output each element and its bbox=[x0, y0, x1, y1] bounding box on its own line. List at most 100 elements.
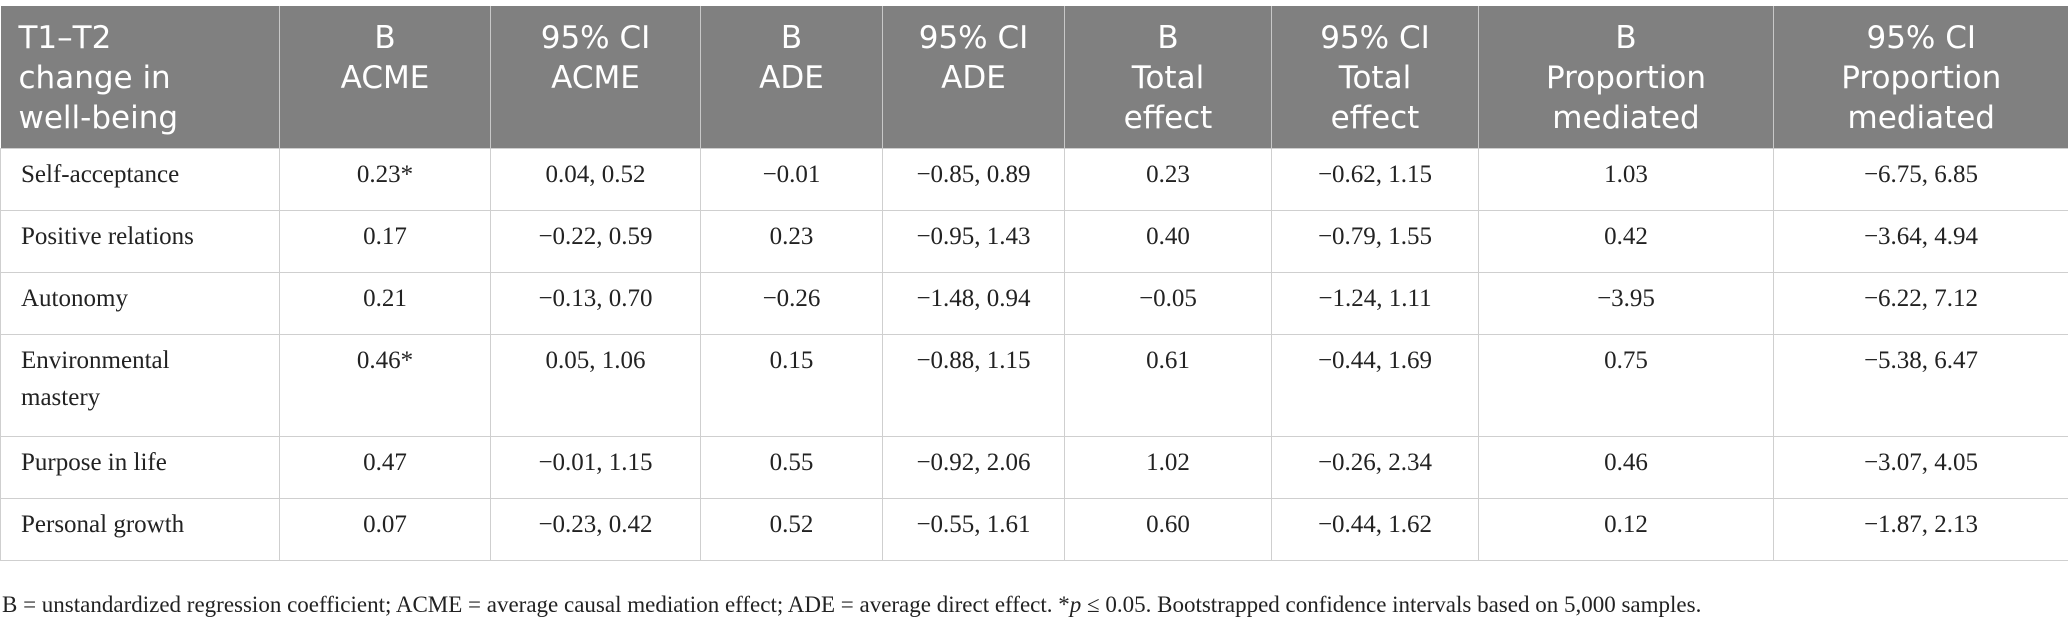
table-cell: 0.46 bbox=[1478, 436, 1774, 499]
table-cell: −6.22, 7.12 bbox=[1773, 272, 2068, 335]
row-label: Personal growth bbox=[21, 511, 185, 538]
table-row: Purpose in life 0.47 −0.01, 1.15 0.55 −0.92,… bbox=[0, 436, 2068, 499]
table-cell: −0.95, 1.43 bbox=[882, 210, 1065, 273]
table-cell: −0.22, 0.59 bbox=[490, 210, 701, 273]
column-header-6: 95% CI Total effect bbox=[1271, 6, 1479, 149]
cell-value: −1.87, 2.13 bbox=[1863, 511, 1979, 538]
table-cell: 0.07 bbox=[279, 498, 491, 561]
table-cell: 0.23 bbox=[1064, 148, 1272, 211]
table-cell: 0.17 bbox=[279, 210, 491, 273]
table-cell: −3.64, 4.94 bbox=[1773, 210, 2068, 273]
cell-value: 0.55 bbox=[769, 449, 814, 476]
cell-value: −5.38, 6.47 bbox=[1863, 347, 1979, 374]
cell-value: 0.23 bbox=[1146, 161, 1190, 188]
table-cell: −0.92, 2.06 bbox=[882, 436, 1065, 499]
cell-value: −0.88, 1.15 bbox=[916, 347, 1031, 374]
table-cell: 0.60 bbox=[1064, 498, 1272, 561]
column-header-line: effect bbox=[1123, 100, 1213, 136]
cell-value: −0.01 bbox=[762, 161, 821, 188]
column-header-line: effect bbox=[1330, 100, 1420, 136]
cell-value: −3.64, 4.94 bbox=[1863, 223, 1979, 250]
cell-value: 0.12 bbox=[1604, 511, 1648, 538]
table-cell: 0.04, 0.52 bbox=[490, 148, 701, 211]
table-cell: 0.52 bbox=[700, 498, 883, 561]
mediation-results-table: T1–T2 change in well-being B ACME 95% CI ACME B… bbox=[0, 6, 2068, 561]
cell-value: −0.22, 0.59 bbox=[538, 223, 653, 250]
row-label: Positive relations bbox=[21, 223, 194, 250]
cell-value: −0.55, 1.61 bbox=[916, 511, 1031, 538]
cell-value: 0.40 bbox=[1146, 223, 1190, 250]
table-cell: 0.15 bbox=[700, 334, 883, 437]
column-header-line: Total bbox=[1131, 60, 1205, 96]
cell-value: 0.05, 1.06 bbox=[545, 347, 646, 374]
cell-value: 1.02 bbox=[1146, 449, 1190, 476]
cell-value: −0.44, 1.69 bbox=[1317, 347, 1433, 374]
cell-value: 0.21 bbox=[363, 285, 407, 312]
cell-value: −3.07, 4.05 bbox=[1863, 449, 1979, 476]
column-header-8: 95% CI Proportion mediated bbox=[1773, 6, 2068, 149]
row-label-cell: Personal growth bbox=[0, 498, 280, 561]
column-header-line: T1–T2 bbox=[18, 20, 112, 56]
row-label: Self-acceptance bbox=[21, 161, 180, 188]
table-cell: −0.79, 1.55 bbox=[1271, 210, 1479, 273]
table-cell: −0.44, 1.69 bbox=[1271, 334, 1479, 437]
cell-value: −0.01, 1.15 bbox=[538, 449, 653, 476]
row-label-cell: Purpose in life bbox=[0, 436, 280, 499]
column-header-line: B bbox=[1615, 20, 1637, 56]
table-cell: −0.13, 0.70 bbox=[490, 272, 701, 335]
cell-value: 0.23* bbox=[356, 161, 414, 188]
column-header-line: B bbox=[1157, 20, 1179, 56]
table-header-row: T1–T2 change in well-being B ACME 95% CI ACME B… bbox=[0, 6, 2068, 149]
column-header-line: Proportion bbox=[1546, 60, 1706, 96]
cell-value: 0.15 bbox=[769, 347, 814, 374]
table-cell: −5.38, 6.47 bbox=[1773, 334, 2068, 437]
row-label: mastery bbox=[21, 384, 101, 411]
column-header-line: 95% CI bbox=[1866, 20, 1977, 56]
footnote-p-symbol: p bbox=[1069, 592, 1082, 617]
cell-value: −0.13, 0.70 bbox=[538, 285, 653, 312]
table-cell: −0.85, 0.89 bbox=[882, 148, 1065, 211]
column-header-line: B bbox=[374, 20, 396, 56]
cell-value: −0.23, 0.42 bbox=[538, 511, 653, 538]
cell-value: 1.03 bbox=[1604, 161, 1648, 188]
cell-value: 0.47 bbox=[363, 449, 407, 476]
cell-value: −6.22, 7.12 bbox=[1863, 285, 1979, 312]
table-footnote: B = unstandardized regression coefficien… bbox=[2, 592, 2062, 618]
table-cell: 0.21 bbox=[279, 272, 491, 335]
cell-value: 0.42 bbox=[1604, 223, 1648, 250]
column-header-5: B Total effect bbox=[1064, 6, 1272, 149]
column-header-0: T1–T2 change in well-being bbox=[0, 6, 280, 149]
table-cell: 0.61 bbox=[1064, 334, 1272, 437]
column-header-line: mediated bbox=[1552, 100, 1700, 136]
row-label-cell: Self-acceptance bbox=[0, 148, 280, 211]
cell-value: 0.75 bbox=[1604, 347, 1648, 374]
table-cell: 0.55 bbox=[700, 436, 883, 499]
table-row: Autonomy 0.21 −0.13, 0.70 −0.26 −1.48, 0.94 −… bbox=[0, 272, 2068, 335]
table-cell: 0.12 bbox=[1478, 498, 1774, 561]
column-header-line: 95% CI bbox=[918, 20, 1029, 56]
row-label: Environmental bbox=[21, 347, 170, 374]
table-cell: −0.26, 2.34 bbox=[1271, 436, 1479, 499]
table-cell: −0.23, 0.42 bbox=[490, 498, 701, 561]
column-header-line: Total bbox=[1338, 60, 1412, 96]
column-header-line: well-being bbox=[18, 100, 179, 136]
footnote-text-part1: B = unstandardized regression coefficien… bbox=[2, 592, 1070, 617]
table-cell: −0.05 bbox=[1064, 272, 1272, 335]
table-cell: 1.03 bbox=[1478, 148, 1774, 211]
cell-value: −0.92, 2.06 bbox=[916, 449, 1031, 476]
table-cell: 0.75 bbox=[1478, 334, 1774, 437]
column-header-2: 95% CI ACME bbox=[490, 6, 701, 149]
table-cell: 0.23 bbox=[700, 210, 883, 273]
table-cell: 0.23* bbox=[279, 148, 491, 211]
table-row: Positive relations 0.17 −0.22, 0.59 0.23 −0.… bbox=[0, 210, 2068, 273]
table-row: Personal growth 0.07 −0.23, 0.42 0.52 −0.55,… bbox=[0, 498, 2068, 561]
row-label: Purpose in life bbox=[21, 449, 167, 476]
table-cell: −0.88, 1.15 bbox=[882, 334, 1065, 437]
column-header-line: Proportion bbox=[1841, 60, 2002, 96]
cell-value: 0.46* bbox=[356, 347, 414, 374]
column-header-line: 95% CI bbox=[1320, 20, 1430, 56]
table-row: Self-acceptance 0.23* 0.04, 0.52 −0.01 −0.85… bbox=[0, 148, 2068, 211]
column-header-line: 95% CI bbox=[540, 20, 651, 56]
cell-value: −0.26, 2.34 bbox=[1317, 449, 1433, 476]
column-header-line: ACME bbox=[551, 60, 640, 96]
